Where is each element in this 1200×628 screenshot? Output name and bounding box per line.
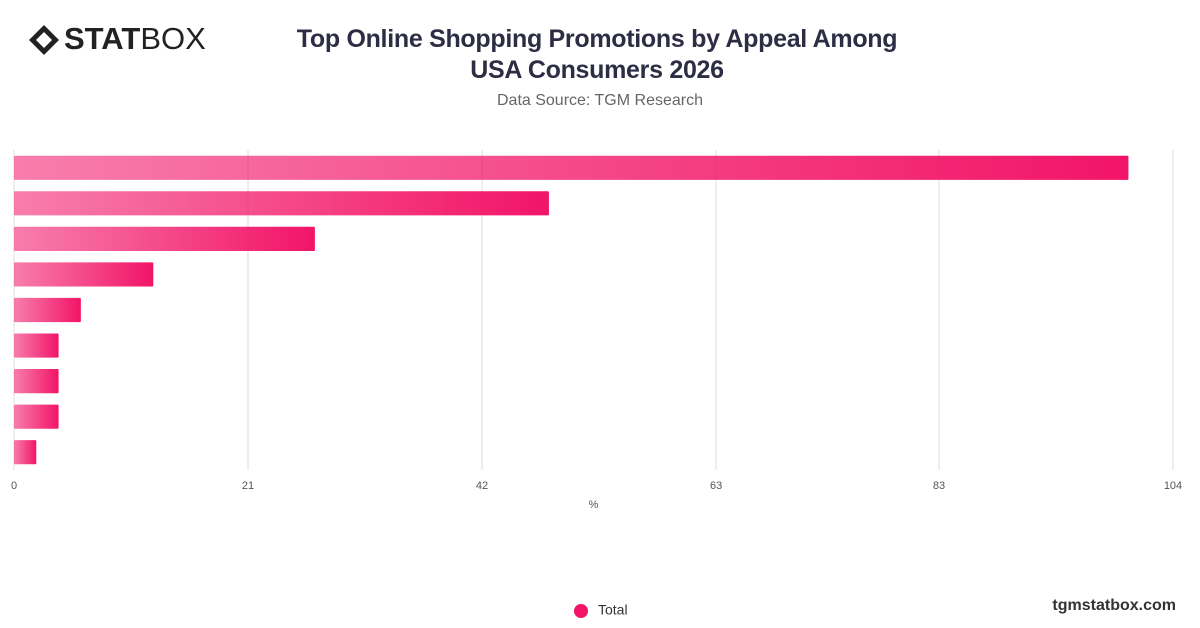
bar [14,440,37,465]
bar [14,191,549,216]
bar [14,297,81,323]
x-tick-label: 63 [710,480,722,492]
chart-subtitle: Data Source: TGM Research [496,92,703,109]
watermark: tgmstatbox.com [1052,597,1176,614]
logo-light: BOX [140,21,206,56]
bar [14,404,59,429]
x-tick-label: 42 [476,480,488,492]
bar [14,155,1129,180]
bar [14,333,59,358]
bar [14,262,154,287]
logo: STATBOX [29,21,206,56]
logo-bold: STAT [64,21,140,56]
legend-marker [574,604,588,618]
chart-title: Top Online Shopping Promotions by Appeal… [296,25,898,84]
bar [14,226,315,251]
bar [14,369,59,394]
x-tick-label: 0 [11,480,17,492]
logo-text: STATBOX [64,21,206,56]
legend-label: Total [598,602,628,618]
x-tick-label: 21 [242,480,254,492]
x-axis-label: % [589,499,599,511]
x-tick-label: 83 [933,480,945,492]
x-tick-label: 104 [1164,480,1182,492]
